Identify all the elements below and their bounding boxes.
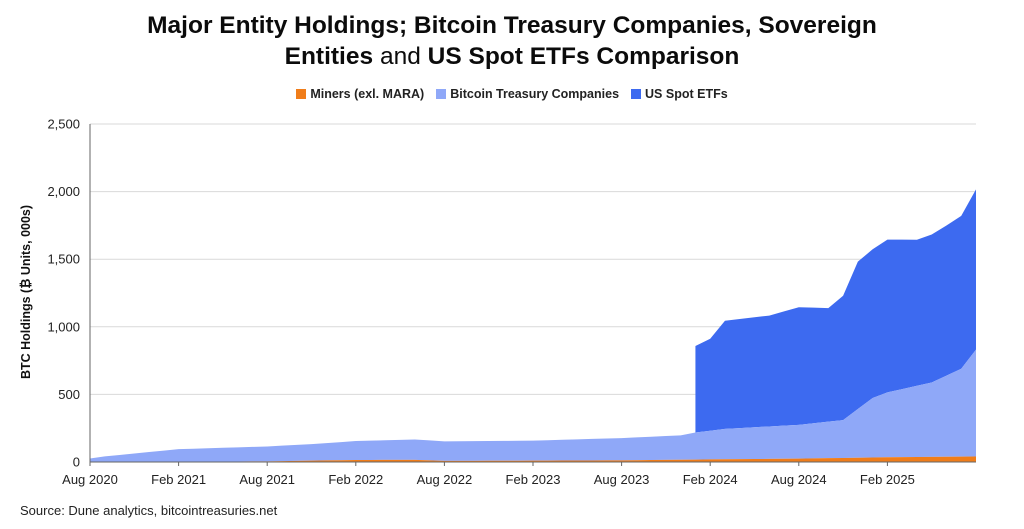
x-tick-label: Feb 2023	[506, 472, 561, 487]
chart-title-line-2: Entities and US Spot ETFs Comparison	[0, 41, 1024, 72]
x-tick-label: Feb 2022	[328, 472, 383, 487]
legend-item-treasury: Bitcoin Treasury Companies	[436, 87, 619, 101]
chart-title: Major Entity Holdings; Bitcoin Treasury …	[0, 10, 1024, 72]
chart-legend: Miners (exl. MARA) Bitcoin Treasury Comp…	[0, 87, 1024, 101]
legend-item-miners: Miners (exl. MARA)	[296, 87, 424, 101]
title-word-and: and	[379, 43, 421, 70]
x-tick-label: Feb 2025	[860, 472, 915, 487]
legend-swatch-treasury	[436, 89, 447, 99]
area-treasury	[90, 349, 976, 462]
legend-swatch-miners	[296, 89, 307, 99]
x-tick-label: Aug 2022	[417, 472, 473, 487]
area-etf	[695, 189, 976, 433]
chart-title-line-1: Major Entity Holdings; Bitcoin Treasury …	[147, 12, 877, 39]
x-tick-label: Aug 2021	[239, 472, 295, 487]
title-word-entities: Entities	[284, 43, 374, 70]
y-tick-label: 2,500	[47, 117, 80, 132]
x-tick-label: Aug 2023	[594, 472, 650, 487]
source-note: Source: Dune analytics, bitcointreasurie…	[20, 503, 278, 518]
y-tick-label: 500	[58, 387, 80, 402]
y-tick-label: 1,000	[47, 319, 80, 334]
axis-layer: 0 500 1,000 1,500 2,000 2,500 Aug 2020 Feb 2021…	[47, 117, 976, 487]
x-tick-label: Feb 2024	[683, 472, 738, 487]
x-tick-label: Aug 2024	[771, 472, 827, 487]
y-tick-label: 0	[73, 455, 80, 470]
title-word-comparison: US Spot ETFs Comparison	[427, 43, 740, 70]
x-tick-label: Aug 2020	[62, 472, 118, 487]
legend-label-etf: US Spot ETFs	[645, 87, 728, 101]
x-tick-label: Feb 2021	[151, 472, 206, 487]
y-tick-label: 2,000	[47, 184, 80, 199]
legend-label-treasury: Bitcoin Treasury Companies	[450, 87, 620, 101]
y-tick-label: 1,500	[47, 252, 80, 267]
legend-label-miners: Miners (exl. MARA)	[310, 87, 425, 101]
y-axis-label: BTC Holdings (₿ Units, 000s)	[19, 205, 33, 379]
area-layer	[90, 189, 976, 462]
legend-swatch-etf	[631, 89, 642, 99]
area-miners	[90, 456, 976, 462]
area-chart: 0 500 1,000 1,500 2,000 2,500 Aug 2020 Feb 2021…	[19, 117, 976, 487]
legend-item-etf: US Spot ETFs	[631, 87, 728, 101]
